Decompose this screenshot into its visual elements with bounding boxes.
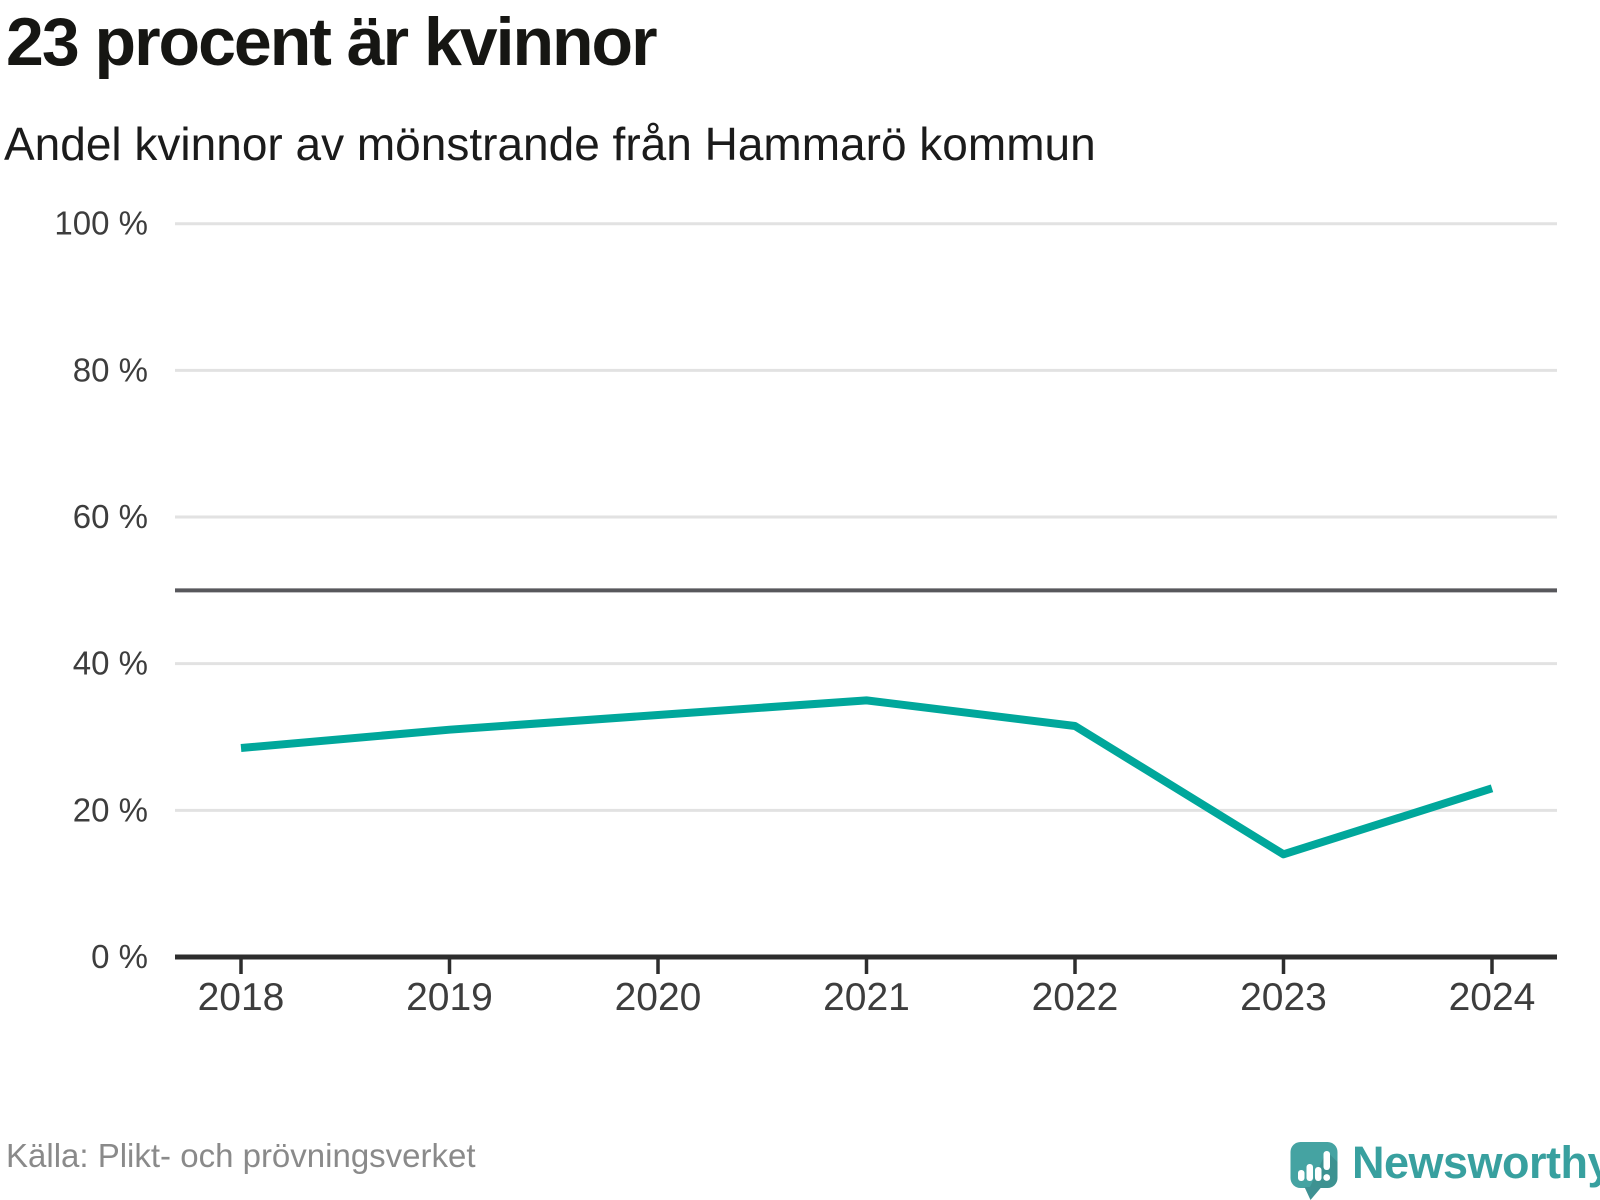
data-line (240, 696, 1494, 859)
y-axis-label: 80 % (73, 351, 148, 388)
chart-title: 23 procent är kvinnor (6, 4, 658, 80)
y-axis-label: 40 % (73, 645, 148, 682)
logo-tail (1304, 1187, 1322, 1200)
y-axis-label: 20 % (73, 791, 148, 828)
x-axis-label: 2018 (198, 976, 285, 1019)
logo-bar-2 (1306, 1164, 1313, 1181)
x-axis-label: 2020 (615, 976, 702, 1019)
y-axis-label: 0 % (91, 938, 148, 975)
logo-bar-1 (1298, 1170, 1305, 1181)
x-axis-label: 2019 (406, 976, 493, 1019)
newsworthy-logo-icon (1290, 1142, 1338, 1200)
y-axis-label: 60 % (73, 498, 148, 535)
logo-bar-3 (1315, 1167, 1322, 1181)
logo-exclamation-dot (1323, 1174, 1331, 1181)
source-text: Källa: Plikt- och prövningsverket (6, 1137, 476, 1174)
x-axis-label: 2022 (1032, 976, 1119, 1019)
logo-exclamation-bar (1323, 1151, 1330, 1170)
x-axis-label: 2021 (823, 976, 910, 1019)
brand-name: Newsworthy (1352, 1137, 1600, 1188)
x-axis-label: 2023 (1240, 976, 1327, 1019)
y-axis-label: 100 % (54, 205, 148, 242)
x-axis-label: 2024 (1449, 976, 1536, 1019)
chart-subtitle: Andel kvinnor av mönstrande från Hammarö… (4, 118, 1096, 170)
